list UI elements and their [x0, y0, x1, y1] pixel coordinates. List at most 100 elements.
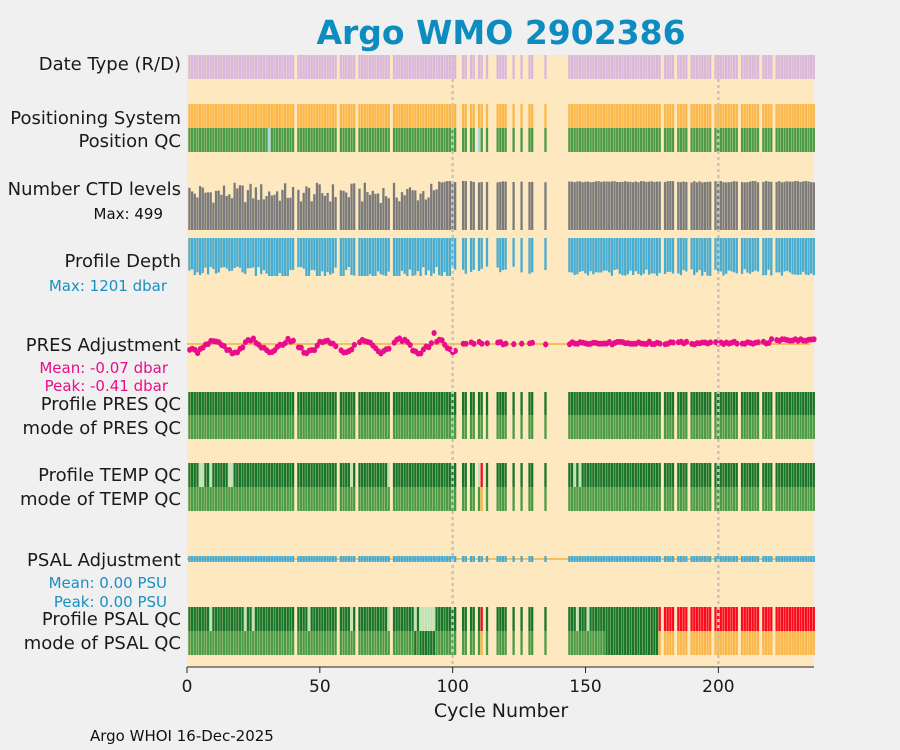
profile-psal-qc-bar — [780, 607, 784, 631]
positioning-system-bar — [709, 104, 712, 128]
mode-temp-qc-bar — [703, 487, 707, 511]
mode-temp-qc-bar — [780, 487, 784, 511]
mode-temp-qc-bar — [196, 487, 199, 511]
profile-psal-qc-bar — [642, 607, 645, 631]
mode-psal-qc-bar — [576, 631, 579, 655]
position-qc-bar — [446, 128, 449, 152]
ctd-levels-bar — [727, 182, 730, 230]
position-qc-bar — [520, 128, 523, 152]
profile-depth-bar — [236, 238, 239, 267]
positioning-system-bar — [438, 104, 441, 128]
position-qc-bar — [246, 128, 250, 152]
date-type-bar — [368, 55, 372, 79]
profile-temp-qc-bar — [286, 463, 289, 487]
positioning-system-bar — [398, 104, 401, 128]
date-type-bar — [238, 55, 242, 79]
mode-temp-qc-bar — [278, 487, 281, 511]
psal-adjustment-point — [384, 556, 388, 562]
date-type-bar — [323, 55, 327, 79]
date-type-bar — [392, 55, 396, 79]
positioning-system-bar — [780, 104, 784, 128]
profile-psal-qc-bar — [778, 607, 781, 631]
mode-psal-qc-bar — [422, 631, 425, 655]
mode-psal-qc-bar — [435, 631, 438, 655]
profile-depth-bar — [395, 238, 398, 276]
profile-temp-qc-bar — [257, 463, 260, 487]
psal-adjustment-point — [501, 556, 505, 562]
ctd-levels-bar — [706, 181, 709, 230]
date-type-bar — [414, 55, 417, 79]
profile-pres-qc-bar — [637, 392, 640, 415]
profile-temp-qc-bar — [440, 463, 443, 487]
profile-pres-qc-bar — [230, 392, 234, 415]
profile-pres-qc-bar — [238, 392, 242, 415]
positioning-system-bar — [262, 104, 265, 128]
date-type-bar — [270, 55, 273, 79]
date-type-bar — [241, 55, 244, 79]
profile-psal-qc-bar — [544, 607, 547, 631]
profile-temp-qc-bar — [472, 463, 475, 487]
mode-psal-qc-bar — [331, 631, 335, 655]
mode-psal-qc-bar — [786, 631, 789, 655]
profile-temp-qc-bar — [650, 463, 653, 487]
profile-depth-bar — [424, 238, 428, 276]
positioning-system-bar — [690, 104, 693, 128]
profile-depth-bar — [443, 238, 446, 273]
mode-temp-qc-bar — [669, 487, 672, 511]
profile-pres-qc-bar — [788, 392, 792, 415]
profile-psal-qc-bar — [802, 607, 805, 631]
positioning-system-bar — [754, 104, 757, 128]
profile-temp-qc-bar — [347, 463, 351, 487]
profile-depth-bar — [414, 238, 417, 276]
psal-adjustment-point — [331, 556, 335, 562]
profile-depth-bar — [214, 238, 218, 274]
ctd-levels-bar — [246, 190, 250, 230]
position-qc-bar — [732, 128, 736, 152]
ctd-levels-bar — [345, 192, 348, 230]
ctd-levels-bar — [350, 183, 353, 230]
mode-temp-qc-bar — [804, 487, 807, 511]
psal-adjustment-point — [307, 556, 311, 562]
mode-temp-qc-bar — [605, 487, 608, 511]
profile-pres-qc-bar — [642, 392, 645, 415]
profile-pres-qc-bar — [461, 392, 465, 415]
profile-temp-qc-bar — [666, 463, 669, 487]
positioning-system-bar — [581, 104, 584, 128]
mode-pres-qc-bar — [236, 415, 239, 439]
positioning-system-bar — [804, 104, 807, 128]
mode-pres-qc-bar — [767, 415, 770, 439]
profile-temp-qc-bar — [254, 463, 258, 487]
ctd-levels-bar — [315, 182, 319, 230]
mode-pres-qc-bar — [669, 415, 672, 439]
mode-temp-qc-bar — [578, 487, 582, 511]
profile-psal-qc-bar — [600, 607, 603, 631]
mode-pres-qc-bar — [512, 415, 515, 439]
profile-temp-qc-bar — [361, 463, 364, 487]
mode-temp-qc-bar — [751, 487, 754, 511]
positioning-system-bar — [544, 104, 547, 128]
psal-adjustment-point — [812, 556, 815, 562]
profile-psal-qc-bar — [754, 607, 757, 631]
profile-temp-qc-bar — [278, 463, 281, 487]
mode-temp-qc-bar — [291, 487, 295, 511]
ctd-levels-bar — [299, 201, 303, 230]
profile-temp-qc-bar — [618, 463, 622, 487]
profile-psal-qc-bar — [291, 607, 295, 631]
profile-psal-qc-bar — [379, 607, 382, 631]
psal-adjustment-point — [685, 556, 688, 562]
mode-temp-qc-bar — [265, 487, 268, 511]
profile-psal-qc-bar — [719, 607, 722, 631]
mode-pres-qc-bar — [775, 415, 778, 439]
profile-psal-qc-bar — [454, 607, 457, 631]
mode-temp-qc-bar — [252, 487, 255, 511]
positioning-system-bar — [632, 104, 635, 128]
ctd-levels-bar — [196, 197, 199, 230]
positioning-system-bar — [671, 104, 675, 128]
profile-depth-bar — [376, 238, 380, 272]
date-type-bar — [799, 55, 802, 79]
profile-temp-qc-bar — [642, 463, 645, 487]
profile-depth-bar — [679, 238, 683, 276]
mode-psal-qc-bar — [209, 631, 212, 655]
profile-pres-qc-bar — [291, 392, 295, 415]
date-type-bar — [347, 55, 351, 79]
